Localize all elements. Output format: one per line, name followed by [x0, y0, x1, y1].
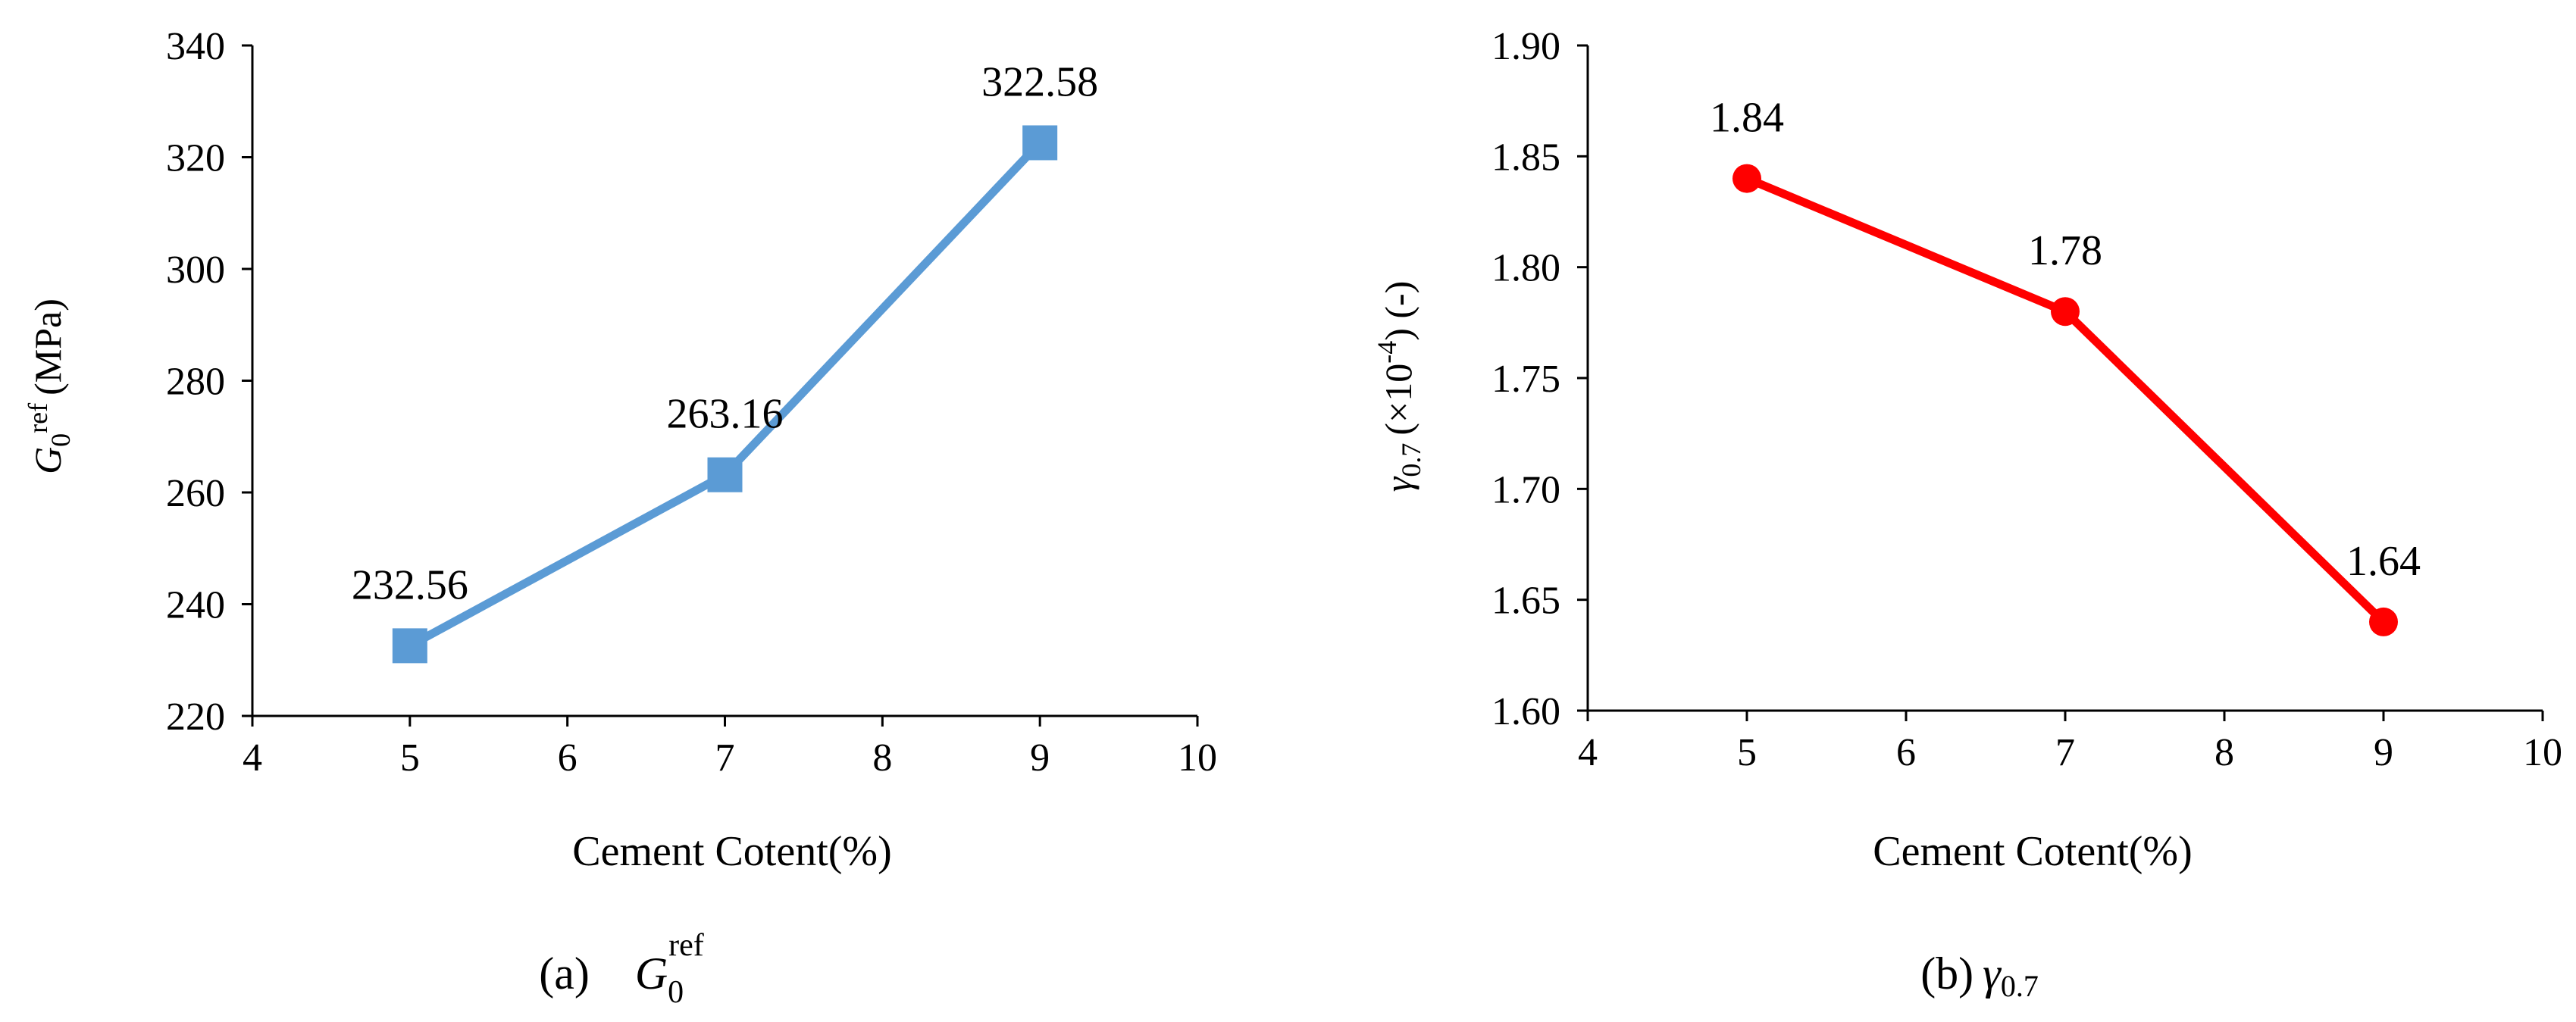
y-tick-label: 260: [166, 472, 225, 515]
data-label: 1.84: [1710, 95, 1784, 142]
y-tick-label: 220: [166, 695, 225, 739]
data-point-marker: [1022, 125, 1058, 161]
chart-b-marks: 1.84 1.78 1.64: [1710, 95, 2421, 636]
chart-a-xlabel: Cement Cotent(%): [572, 828, 891, 875]
x-tick-label: 5: [400, 736, 420, 780]
x-tick-label: 5: [1737, 731, 1757, 774]
chart-a: 4 5 6 7 8 9 10 220 240 260 280 300 320 340 232.56 263.…: [23, 25, 1217, 1010]
y-tick-label: 1.60: [1491, 690, 1560, 733]
chart-b: 4 5 6 7 8 9 10 1.60 1.65 1.70 1.75 1.80 1.85 1.90 1.8…: [1372, 25, 2562, 1003]
data-label: 1.64: [2346, 538, 2421, 585]
y-tick-label: 1.65: [1491, 580, 1560, 623]
x-tick-label: 10: [1178, 736, 1217, 780]
x-tick-label: 4: [1578, 731, 1598, 774]
x-tick-label: 7: [715, 736, 735, 780]
chart-b-caption: (b) γ0.7: [1920, 949, 2039, 1003]
x-tick-label: 10: [2523, 731, 2562, 774]
chart-a-marks: 232.56 263.16 322.58: [352, 58, 1098, 664]
y-tick-label: 300: [166, 248, 225, 292]
chart-a-caption: (a) G0ref: [539, 928, 704, 1010]
y-tick-label: 1.85: [1491, 136, 1560, 179]
y-tick-label: 240: [166, 584, 225, 627]
data-point-marker: [1732, 164, 1761, 193]
data-label: 322.58: [981, 58, 1098, 105]
chart-b-xlabel: Cement Cotent(%): [1873, 828, 2192, 875]
y-tick-label: 1.90: [1491, 25, 1560, 68]
y-tick-label: 1.80: [1491, 247, 1560, 290]
y-tick-label: 1.75: [1491, 358, 1560, 401]
y-tick-label: 1.70: [1491, 468, 1560, 511]
x-tick-label: 8: [872, 736, 892, 780]
chart-a-ticks: 4 5 6 7 8 9 10 220 240 260 280 300 320 340: [166, 25, 1217, 780]
x-tick-label: 9: [2374, 731, 2393, 774]
data-point-marker: [2369, 607, 2398, 636]
x-tick-label: 7: [2055, 731, 2075, 774]
data-point-marker: [2051, 297, 2080, 327]
data-point-marker: [707, 457, 743, 492]
x-tick-label: 6: [1896, 731, 1916, 774]
data-label: 1.78: [2028, 227, 2102, 274]
data-label: 232.56: [352, 561, 468, 608]
x-tick-label: 4: [243, 736, 262, 780]
chart-a-ylabel: G0ref(MPa): [23, 298, 76, 474]
x-tick-label: 9: [1030, 736, 1050, 780]
chart-b-ticks: 4 5 6 7 8 9 10 1.60 1.65 1.70 1.75 1.80 1.85 1.90: [1491, 25, 2562, 774]
y-tick-label: 280: [166, 361, 225, 404]
data-point-marker: [392, 628, 427, 664]
data-label: 263.16: [667, 391, 784, 438]
y-tick-label: 340: [166, 25, 225, 68]
y-tick-label: 320: [166, 137, 225, 180]
x-tick-label: 6: [558, 736, 577, 780]
chart-b-ylabel: γ0.7(×10-4) (-): [1372, 281, 1426, 492]
x-tick-label: 8: [2214, 731, 2234, 774]
